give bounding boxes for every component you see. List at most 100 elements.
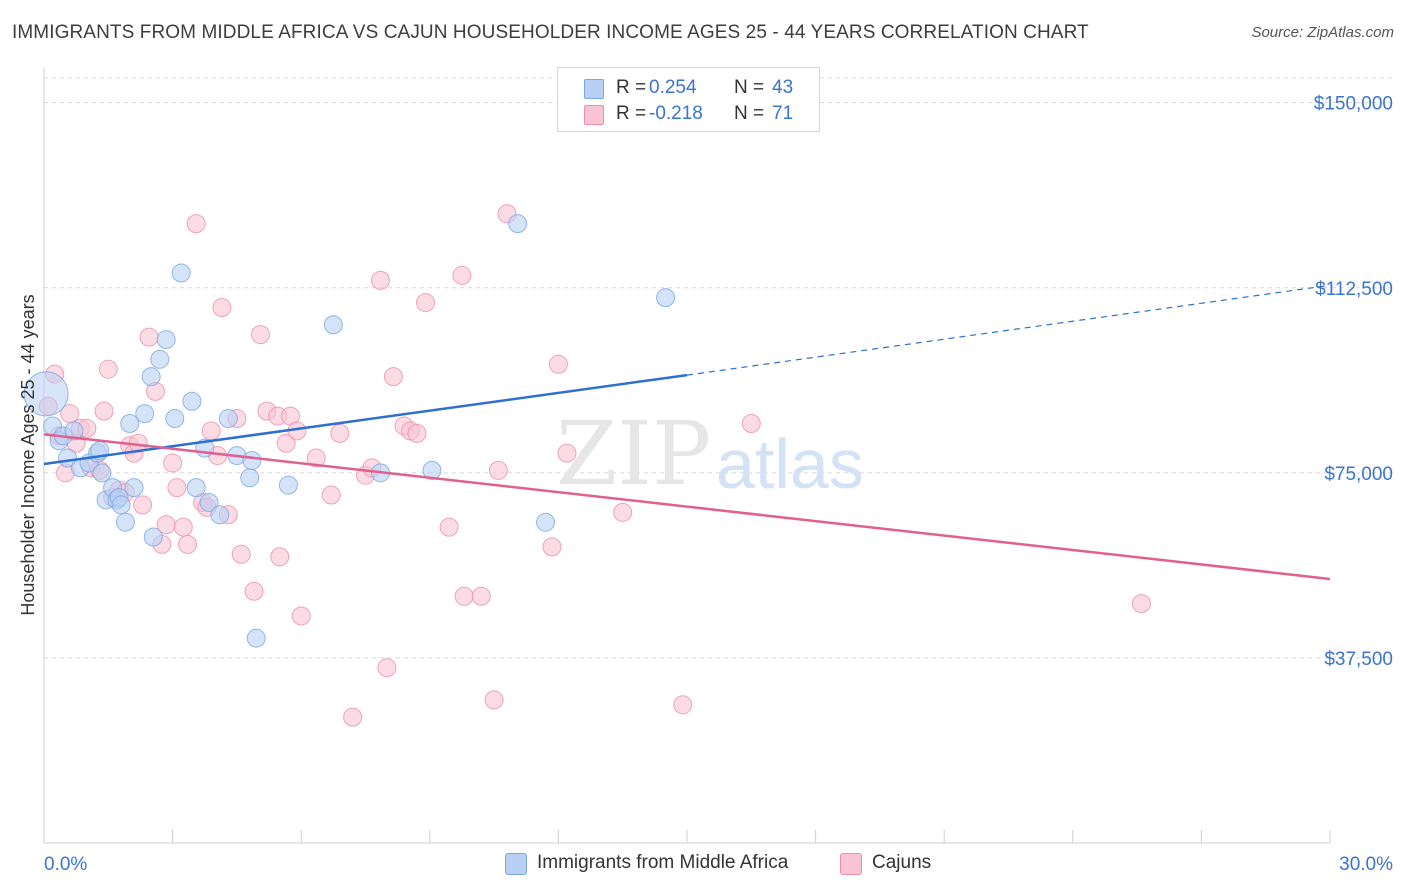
cajun-point <box>548 354 568 374</box>
y-tick-label: $37,500 <box>1324 649 1393 670</box>
cajun-trend-line <box>43 433 1331 581</box>
cajun-point <box>542 537 562 557</box>
middle-africa-point <box>111 495 131 515</box>
middle-africa-point <box>150 349 170 369</box>
x-tick-label-max: 30.0% <box>1339 854 1393 875</box>
cajun-point <box>291 606 311 626</box>
cajun-point <box>306 448 326 468</box>
middle-africa-point <box>115 512 135 532</box>
middle-africa-point <box>135 404 155 424</box>
legend-n-label: N = <box>734 103 765 124</box>
middle-africa-point <box>171 263 191 283</box>
cajun-point <box>488 460 508 480</box>
correlation-legend: R = 0.254 N = 43 R = -0.218 N = 71 <box>557 67 820 132</box>
watermark-atlas: atlas <box>716 425 864 503</box>
cajun-point <box>139 327 159 347</box>
chart-title: IMMIGRANTS FROM MIDDLE AFRICA VS CAJUN H… <box>12 22 1089 43</box>
cajun-point <box>231 544 251 564</box>
middle-africa-point <box>210 505 230 525</box>
middle-africa-trend-extension <box>686 284 1331 376</box>
cajun-point <box>133 495 153 515</box>
middle-africa-point <box>156 330 176 350</box>
watermark: ZIP atlas <box>556 402 864 505</box>
legend-n-value: 43 <box>772 77 794 98</box>
cajun-point <box>371 270 391 290</box>
series-swatch-pink <box>840 853 862 875</box>
tick-labels: $37,500 $75,000 $112,500 $150,000 0.0% 30.0% <box>44 94 1393 875</box>
middle-africa-point <box>23 371 69 417</box>
cajun-point <box>377 658 397 678</box>
cajun-point <box>98 359 118 379</box>
middle-africa-point <box>92 463 112 483</box>
middle-africa-point <box>64 421 84 441</box>
axes <box>43 68 1331 844</box>
cajun-point <box>321 485 341 505</box>
series-swatch-blue <box>505 853 527 875</box>
middle-africa-point <box>141 367 161 387</box>
cajun-point <box>250 325 270 345</box>
middle-africa-trend-line <box>43 373 688 466</box>
trend-lines <box>43 284 1331 581</box>
y-tick-label: $75,000 <box>1324 464 1393 485</box>
cajun-point <box>201 421 221 441</box>
middle-africa-point <box>143 527 163 547</box>
cajun-point <box>557 443 577 463</box>
y-axis-label: Householder Income Ages 25 - 44 years <box>18 294 38 615</box>
legend-r-value: 0.254 <box>649 77 697 98</box>
middle-africa-point <box>218 409 238 429</box>
source-label: Source: ZipAtlas.com <box>1251 24 1394 41</box>
cajun-point <box>452 265 472 285</box>
cajun-point <box>439 517 459 537</box>
x-tick-label-min: 0.0% <box>44 854 87 875</box>
middle-africa-point <box>536 512 556 532</box>
cajun-point <box>1131 594 1151 614</box>
cajun-point <box>212 298 232 317</box>
cajun-point <box>94 401 114 421</box>
cajun-point <box>673 695 693 715</box>
middle-africa-point <box>323 315 343 335</box>
grid-lines <box>44 77 1395 659</box>
series-label: Immigrants from Middle Africa <box>537 852 789 873</box>
cajun-point <box>244 581 264 601</box>
middle-africa-point <box>278 475 298 495</box>
legend-r-value: -0.218 <box>649 103 703 124</box>
cajun-point <box>416 293 436 313</box>
middle-africa-point <box>508 214 528 234</box>
middle-africa-point <box>186 478 206 498</box>
middle-africa-point <box>182 391 202 411</box>
legend-r-label: R = <box>616 103 647 124</box>
cajun-point <box>178 534 198 554</box>
y-tick-label: $150,000 <box>1314 94 1393 115</box>
legend-row-cajuns: R = -0.218 N = 71 <box>558 102 819 128</box>
cajun-point <box>407 423 427 443</box>
legend-swatch-blue <box>584 79 604 99</box>
middle-africa-point <box>242 451 262 470</box>
cajun-point <box>186 214 206 234</box>
legend-swatch-pink <box>584 105 604 125</box>
legend-r-label: R = <box>616 77 647 98</box>
cajun-point <box>167 478 187 498</box>
cajun-point <box>471 586 491 606</box>
legend-n-label: N = <box>734 77 765 98</box>
middle-africa-points <box>23 214 676 648</box>
middle-africa-point <box>120 413 140 433</box>
watermark-zip: ZIP <box>556 402 711 505</box>
cajun-point <box>613 502 633 522</box>
middle-africa-point <box>246 628 266 648</box>
cajun-point <box>484 690 504 710</box>
middle-africa-point <box>199 492 219 512</box>
middle-africa-point <box>656 288 676 308</box>
cajun-point <box>330 423 350 443</box>
cajun-point <box>270 547 290 567</box>
series-label: Cajuns <box>872 852 932 873</box>
cajun-point <box>343 707 363 727</box>
legend-row-middle-africa: R = 0.254 N = 43 <box>558 76 819 102</box>
cajun-point <box>276 433 296 453</box>
cajun-point <box>454 586 474 606</box>
middle-africa-point <box>240 468 260 488</box>
cajun-point <box>741 413 761 433</box>
middle-africa-point <box>422 460 442 480</box>
cajun-point <box>383 367 403 387</box>
cajun-point <box>163 453 183 473</box>
